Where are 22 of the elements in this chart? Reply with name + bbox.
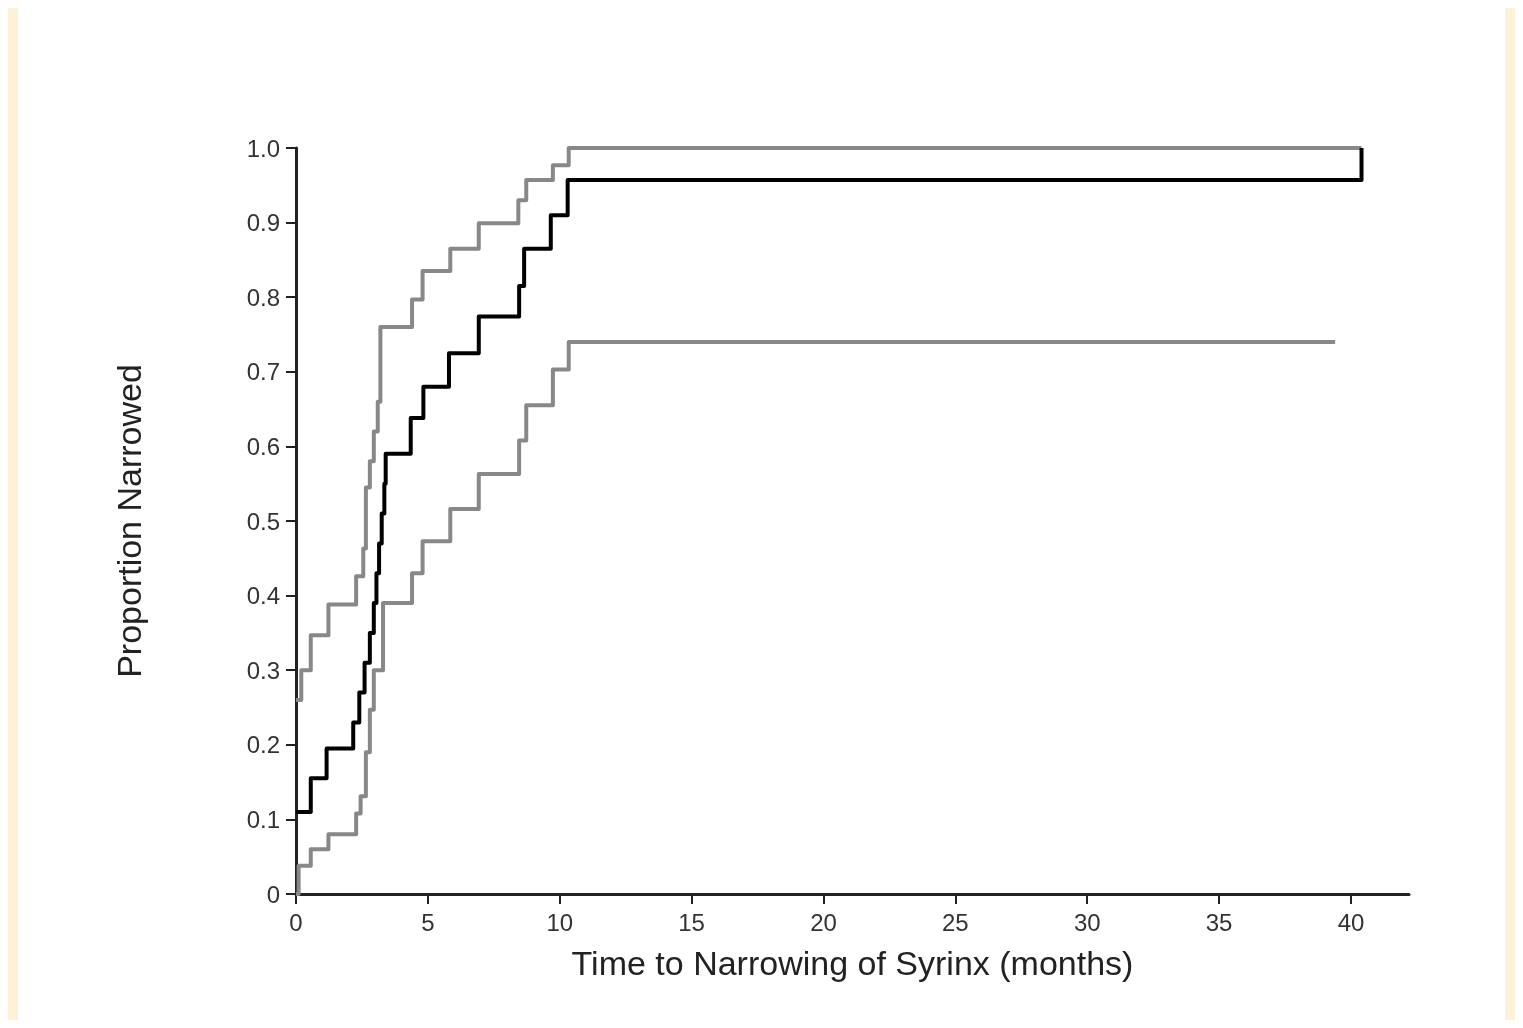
x-tick-label: 30 [1073,908,1101,936]
x-tick-label: 40 [1337,908,1365,936]
y-tick-label: 0.9 [246,209,280,237]
y-tick-label: 0.8 [246,283,280,311]
y-tick-label: 0.2 [246,731,280,759]
y-tick-label: 0.3 [246,656,280,684]
x-tick-label: 10 [546,908,574,936]
x-tick-label: 0 [289,908,303,936]
x-tick-label: 25 [942,908,969,936]
x-axis-title: Time to Narrowing of Syrinx (months) [571,944,1134,982]
y-tick-label: 0.1 [246,805,280,833]
x-tick-label: 5 [421,908,435,936]
y-tick-label: 0 [266,880,280,908]
y-tick-label: 0.7 [246,358,280,386]
y-tick-label: 1.0 [246,134,280,162]
x-tick-label: 20 [810,908,837,936]
y-axis-title: Proportion Narrowed [110,364,148,678]
x-tick-label: 15 [678,908,705,936]
y-tick-label: 0.4 [246,582,280,610]
x-tick-label: 35 [1205,908,1233,936]
y-tick-label: 0.5 [246,507,280,535]
y-tick-label: 0.6 [246,432,280,460]
